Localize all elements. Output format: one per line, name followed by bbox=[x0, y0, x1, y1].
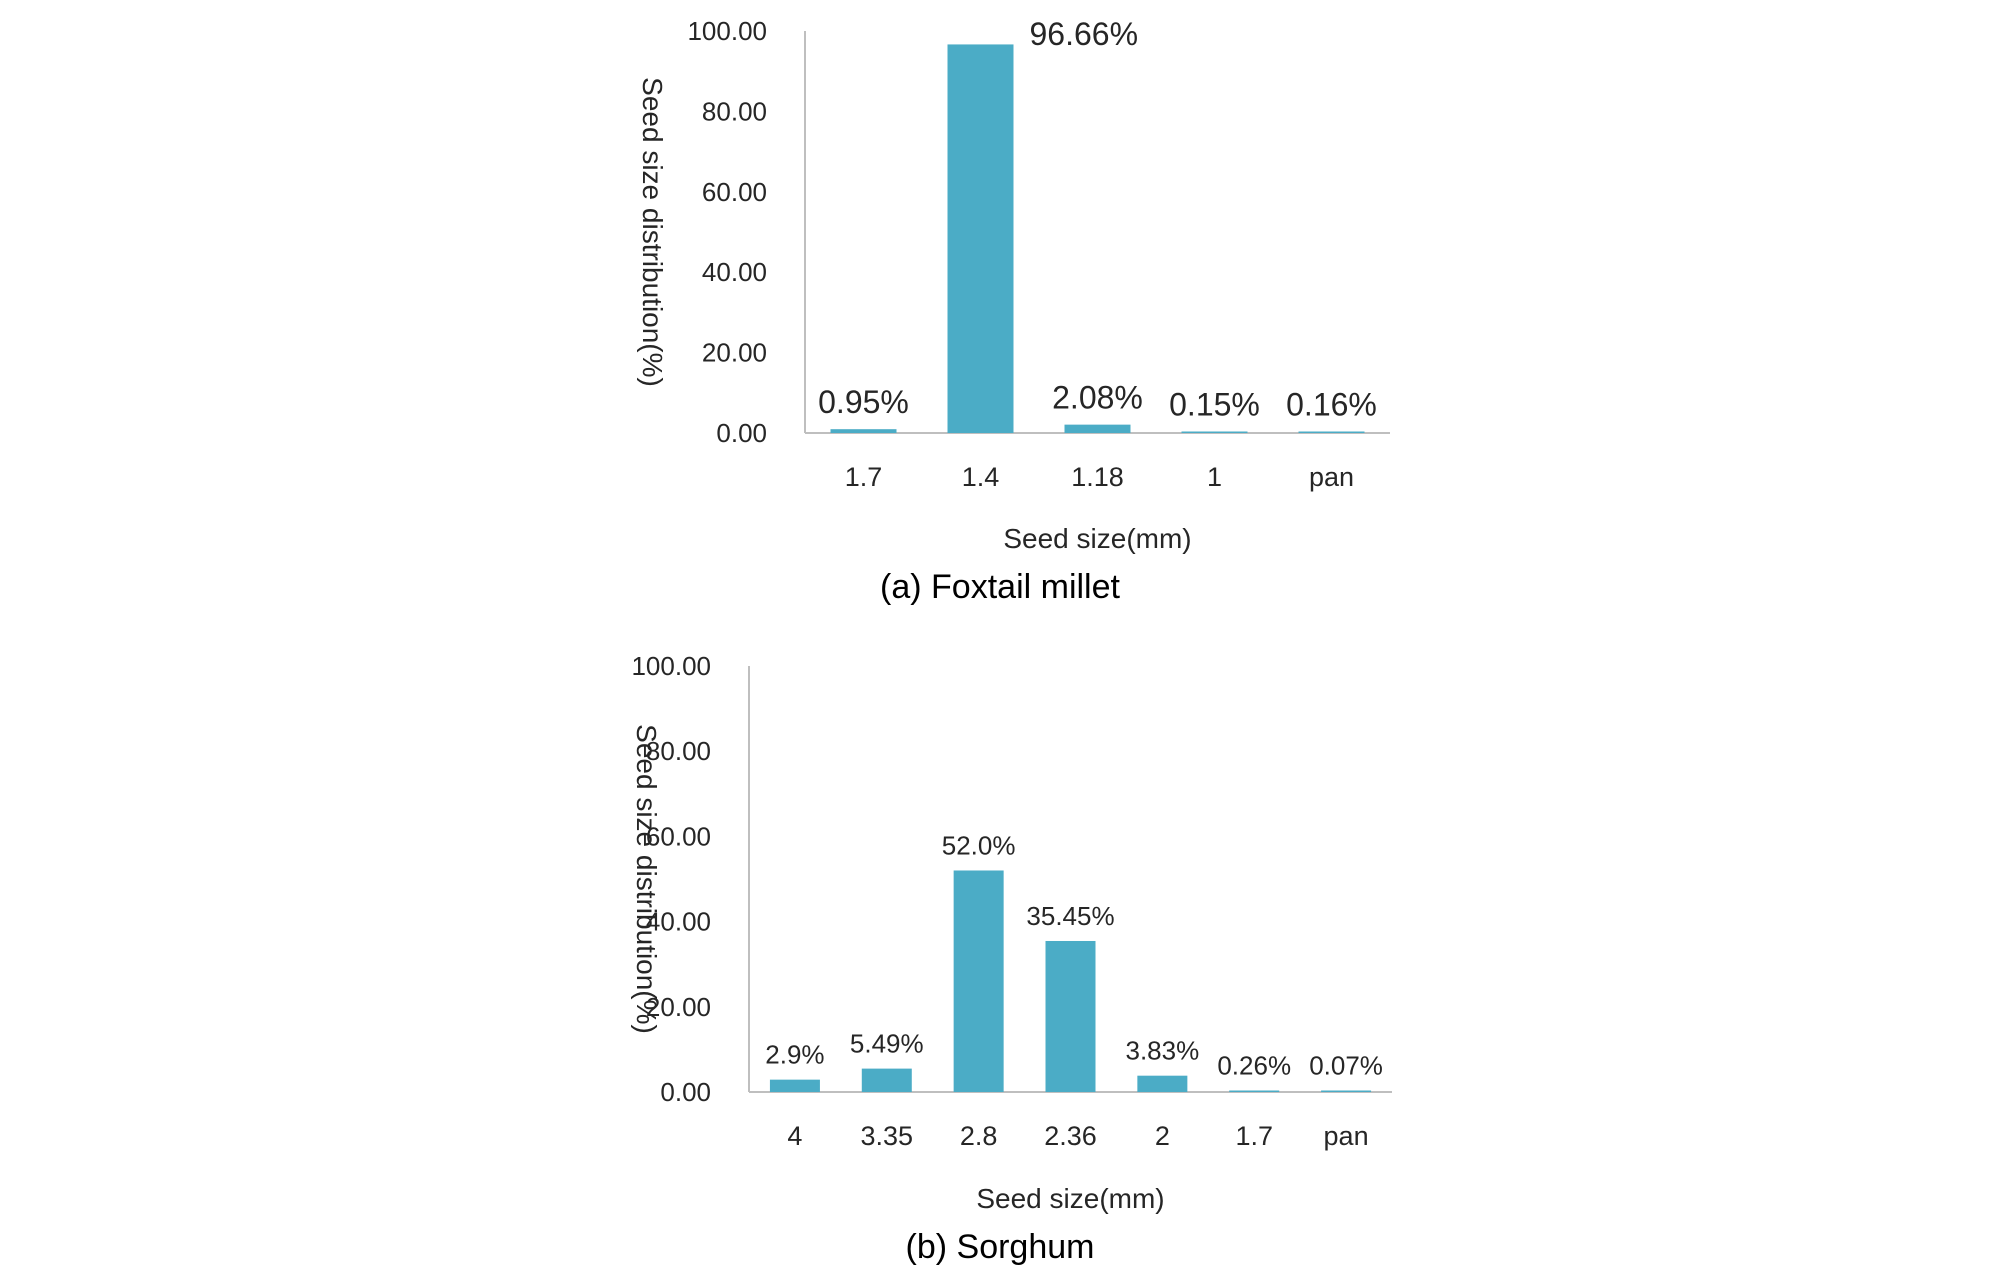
bar bbox=[1045, 940, 1096, 1092]
bar bbox=[947, 44, 1014, 434]
x-tick-label: 1.7 bbox=[1235, 1121, 1273, 1151]
data-label: 0.15% bbox=[1169, 387, 1260, 423]
bar bbox=[1064, 424, 1131, 433]
x-tick-label: 1 bbox=[1207, 462, 1222, 492]
bar bbox=[861, 1068, 912, 1092]
data-label: 52.0% bbox=[942, 830, 1016, 860]
bar bbox=[953, 870, 1004, 1092]
bar bbox=[1298, 431, 1365, 433]
y-tick-label: 80.00 bbox=[702, 96, 767, 126]
data-label: 0.16% bbox=[1286, 387, 1377, 423]
y-tick-label: 80.00 bbox=[646, 736, 711, 766]
x-tick-label: 4 bbox=[787, 1121, 802, 1151]
y-tick-label: 40.00 bbox=[702, 257, 767, 287]
chart-caption: (a) Foxtail millet bbox=[880, 568, 1120, 606]
y-tick-label: 60.00 bbox=[646, 821, 711, 851]
bar bbox=[830, 429, 897, 433]
bar bbox=[1137, 1075, 1188, 1092]
data-label: 96.66% bbox=[1030, 16, 1139, 52]
data-label: 5.49% bbox=[850, 1029, 924, 1059]
y-tick-label: 60.00 bbox=[702, 177, 767, 207]
data-label: 3.83% bbox=[1125, 1036, 1199, 1066]
bar bbox=[769, 1079, 820, 1092]
y-tick-label: 100.00 bbox=[631, 651, 711, 681]
bar bbox=[1321, 1090, 1372, 1092]
data-label: 2.08% bbox=[1052, 380, 1143, 416]
x-tick-label: pan bbox=[1324, 1121, 1369, 1151]
x-tick-label: 1.7 bbox=[845, 462, 883, 492]
x-tick-label: 1.18 bbox=[1071, 462, 1124, 492]
x-tick-label: pan bbox=[1309, 462, 1354, 492]
data-label: 2.9% bbox=[765, 1040, 824, 1070]
x-tick-label: 3.35 bbox=[861, 1121, 914, 1151]
y-tick-label: 40.00 bbox=[646, 907, 711, 937]
x-tick-label: 2 bbox=[1155, 1121, 1170, 1151]
data-label: 0.95% bbox=[818, 384, 909, 420]
data-label: 35.45% bbox=[1026, 901, 1114, 931]
y-tick-label: 0.00 bbox=[716, 418, 767, 448]
y-axis-title: Seed size distribution(%) bbox=[637, 77, 668, 387]
x-axis-title: Seed size(mm) bbox=[1003, 523, 1191, 554]
y-axis-title: Seed size distribution(%) bbox=[631, 724, 662, 1034]
chart-caption: (b) Sorghum bbox=[906, 1228, 1095, 1266]
x-tick-label: 2.36 bbox=[1044, 1121, 1097, 1151]
y-tick-label: 20.00 bbox=[702, 338, 767, 368]
y-tick-label: 20.00 bbox=[646, 992, 711, 1022]
bar bbox=[1229, 1090, 1280, 1092]
data-label: 0.07% bbox=[1309, 1051, 1383, 1081]
y-tick-label: 0.00 bbox=[660, 1077, 711, 1107]
x-tick-label: 2.8 bbox=[960, 1121, 998, 1151]
data-label: 0.26% bbox=[1217, 1051, 1291, 1081]
x-tick-label: 1.4 bbox=[962, 462, 1000, 492]
x-axis-title: Seed size(mm) bbox=[976, 1183, 1164, 1214]
chart-sorghum: 0.00 20.00 40.00 60.00 80.00 100.00 4 2.9% 3.35 5… bbox=[631, 651, 1392, 1266]
bar bbox=[1181, 431, 1248, 433]
chart-foxtail-millet: 0.00 20.00 40.00 60.00 80.00 100.00 1.7 0.95% 1.… bbox=[637, 16, 1390, 606]
y-tick-label: 100.00 bbox=[687, 16, 767, 46]
